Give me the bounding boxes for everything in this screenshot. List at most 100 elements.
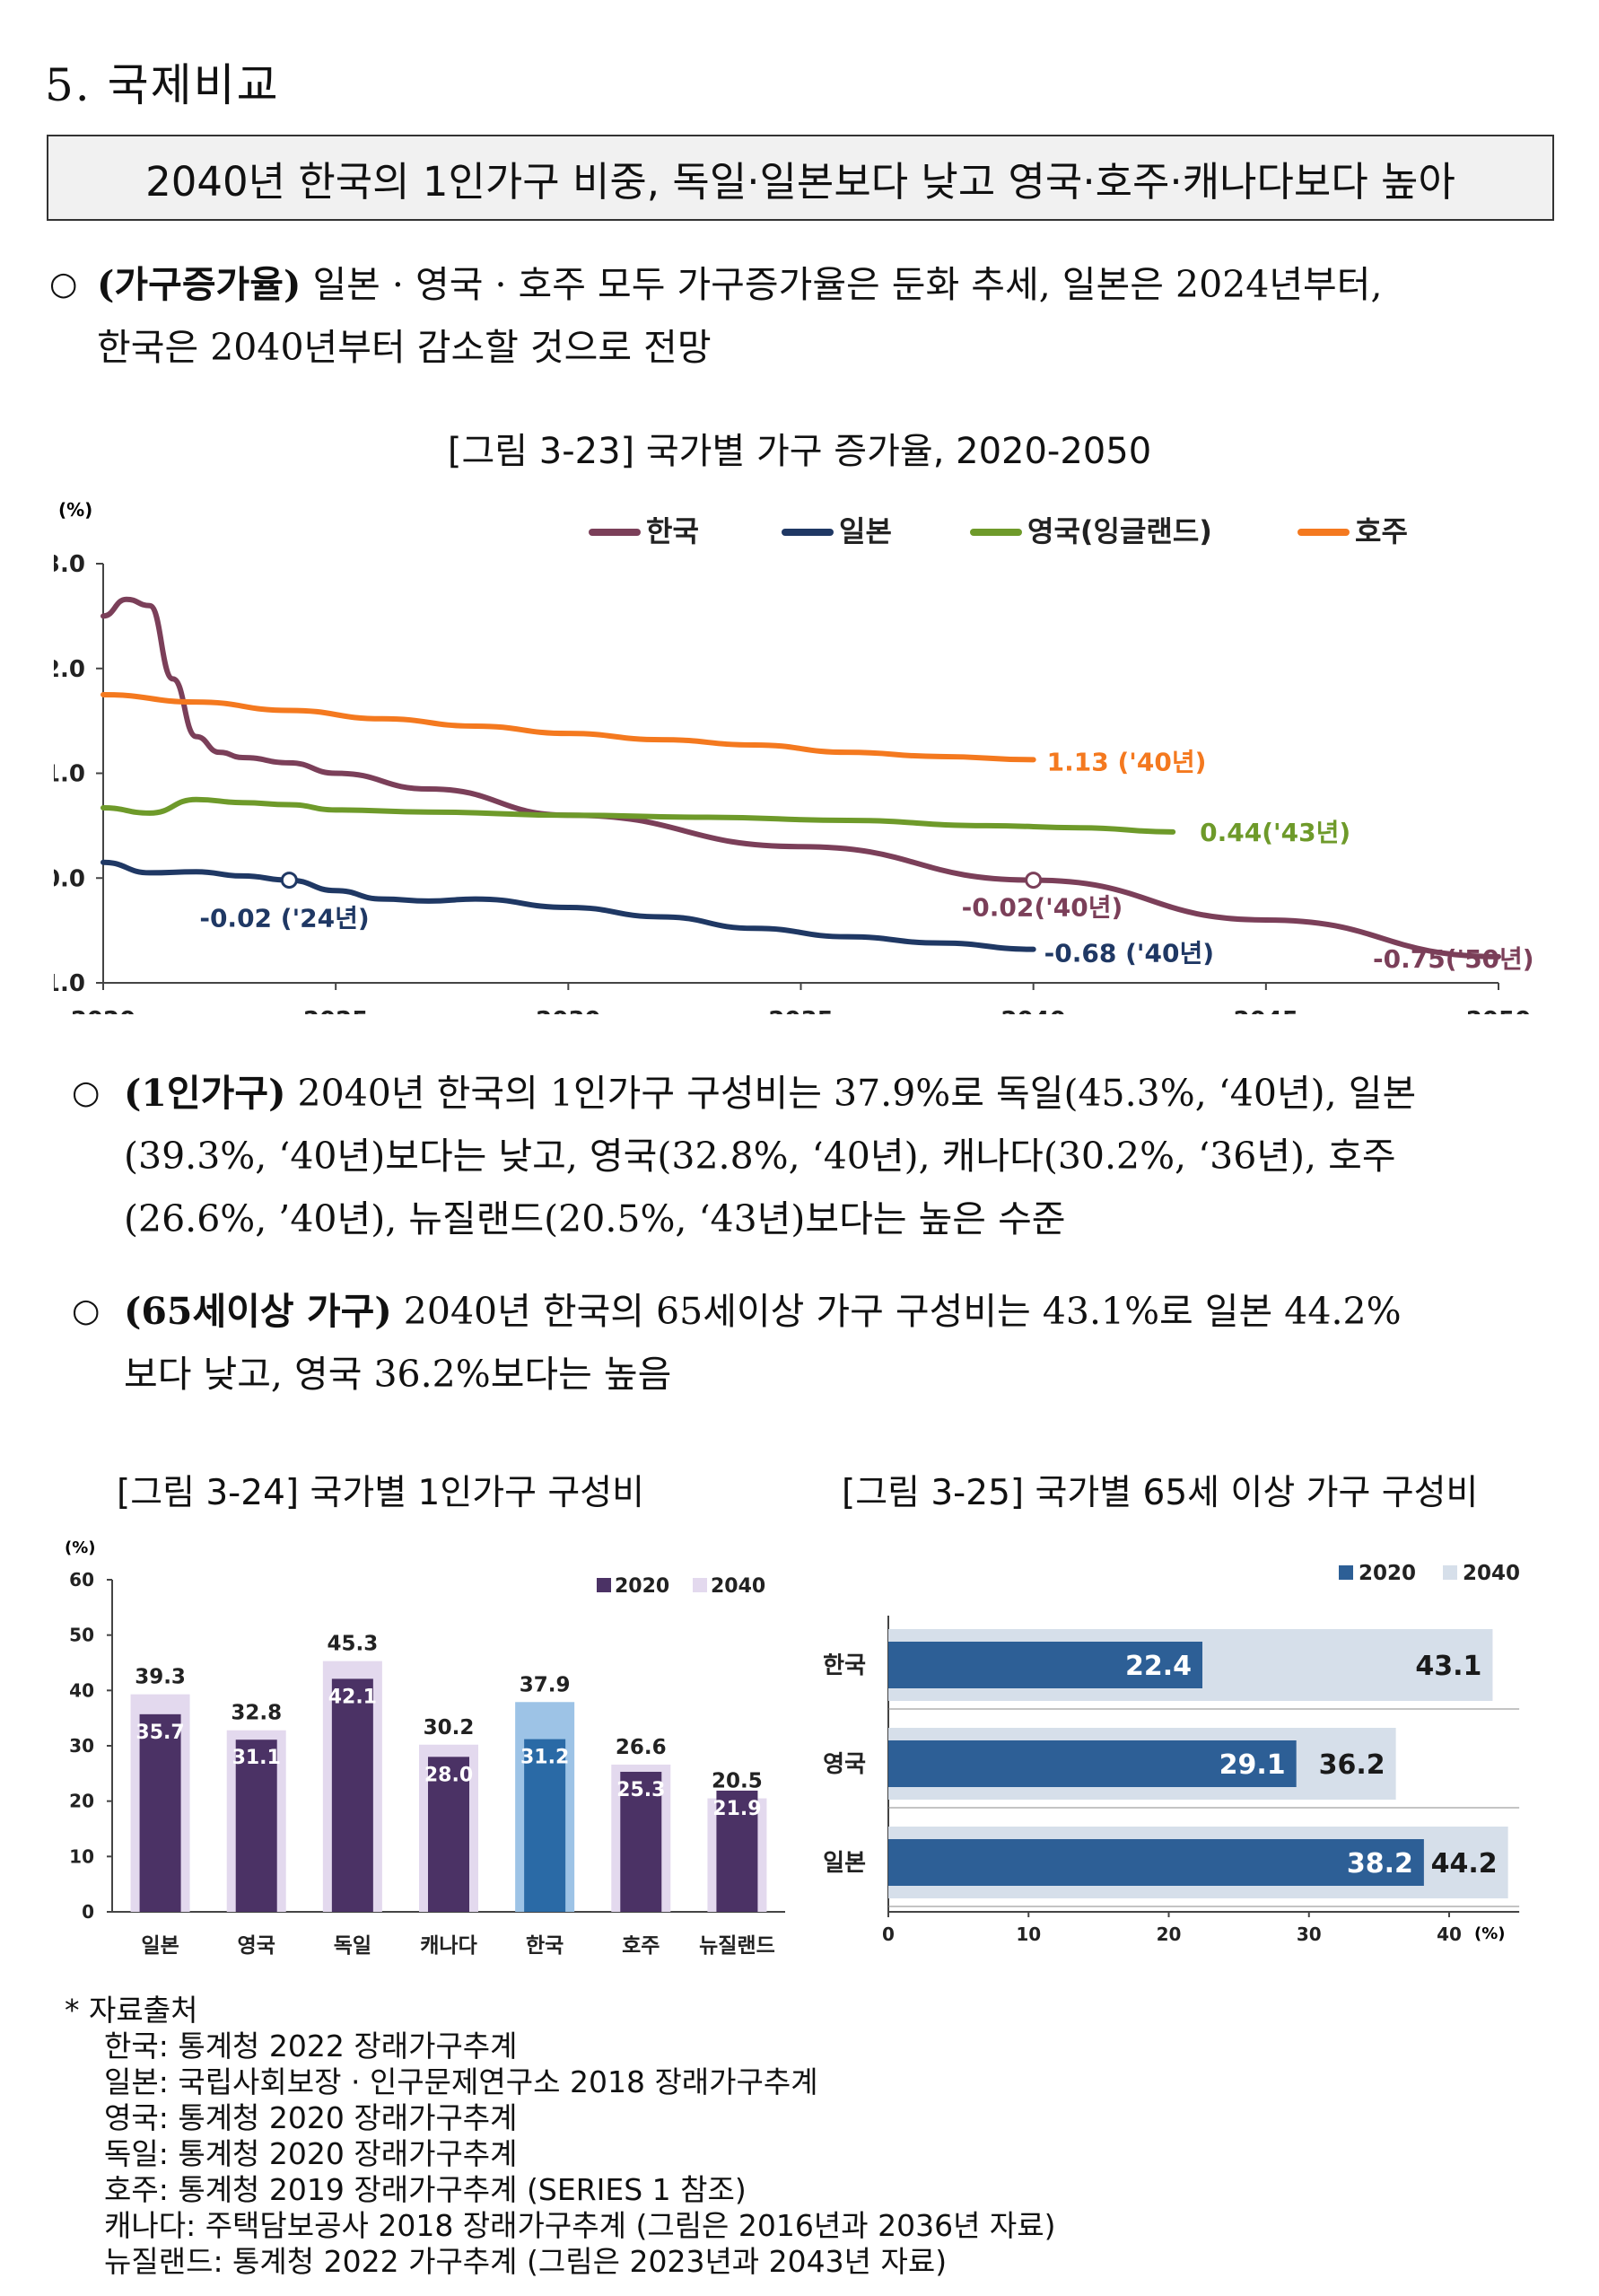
y-tick-label: 0.0 (54, 865, 85, 892)
category-label: 일본 (823, 1850, 866, 1877)
paragraph-text: 2040년 한국의 1인가구 구성비는 37.9%로 독일(45.3%, ‘40… (285, 1072, 1417, 1115)
value-label-2040: 37.9 (520, 1673, 571, 1696)
x-tick-label: 20 (1157, 1924, 1182, 1945)
paragraph-lead: (가구증가율) (97, 263, 301, 306)
annotation-label: -0.02 ('24년) (199, 904, 369, 933)
chart-bars: 39.3 35.7 일본 32.8 31.1 영국 45.3 42.1 독일 30.2 28.0 캐나… (130, 1633, 775, 1958)
x-tick-label: 2020 (71, 1007, 135, 1014)
legend-label: 호주 (1355, 514, 1408, 548)
x-tick-label: 2040 (1000, 1007, 1065, 1014)
x-tick-label: 10 (1016, 1924, 1041, 1945)
y-tick-label: -1.0 (54, 970, 85, 997)
legend-swatch (1339, 1565, 1353, 1580)
legend-swatch (597, 1578, 611, 1592)
bar-2020 (716, 1790, 758, 1912)
annotation-label: 0.44('43년) (1200, 818, 1350, 847)
bar-2020 (888, 1740, 1297, 1787)
category-label: 뉴질랜드 (699, 1934, 775, 1958)
bar-2020 (888, 1642, 1202, 1688)
value-label-2040: 32.8 (231, 1702, 282, 1725)
category-label: 캐나다 (420, 1934, 476, 1958)
value-label-2040: 36.2 (1319, 1749, 1385, 1781)
source-notes: * 자료출처 한국: 통계청 2022 장래가구추계 일본: 국립사회보장 · … (65, 1993, 1056, 2280)
y-tick-label: 20 (69, 1791, 94, 1812)
chart-legend: 2020 2040 (597, 1575, 765, 1598)
paragraph-text: 일본 · 영국 · 호주 모두 가구증가율은 둔화 추세, 일본은 2024년부… (301, 263, 1383, 306)
x-tick-label: 0 (882, 1924, 895, 1945)
value-label-2020: 42.1 (328, 1686, 377, 1708)
household-growth-line-chart: 한국 일본 영국(잉글랜드) 호주 (%) -1.0 0.0 1.0 2.0 3.0 2020 2… (54, 499, 1534, 1014)
series-line (100, 691, 1036, 763)
value-label-2040: 44.2 (1431, 1848, 1498, 1880)
value-label-2020: 31.2 (520, 1747, 569, 1769)
bullet-icon: ○ (72, 1074, 100, 1111)
point-marker (280, 872, 298, 889)
paragraph-text: (26.6%, ’40년), 뉴질랜드(20.5%, ‘43년)보다는 높은 수… (124, 1197, 1066, 1240)
figure-caption: [그림 3-25] 국가별 65세 이상 가구 구성비 (842, 1473, 1479, 1513)
annotation-label: -0.02('40년) (962, 893, 1123, 923)
unit-label: (%) (58, 499, 92, 521)
bar-2020 (331, 1678, 373, 1912)
paragraph-lead: (1인가구) (124, 1072, 286, 1115)
x-tick-label: 2045 (1234, 1007, 1298, 1014)
x-tick-label: 30 (1297, 1924, 1322, 1945)
y-tick-label: 3.0 (54, 551, 85, 578)
value-label-2040: 39.3 (135, 1666, 186, 1689)
headline-text: 2040년 한국의 1인가구 비중, 독일·일본보다 낮고 영국·호주·캐나다보… (145, 157, 1455, 206)
paragraph-text: (39.3%, ‘40년)보다는 낮고, 영국(32.8%, ‘40년), 캐나… (124, 1135, 1396, 1178)
bar-2020 (428, 1757, 469, 1912)
category-label: 한국 (526, 1934, 564, 1958)
value-label-2040: 20.5 (712, 1770, 763, 1793)
paragraph-household-growth: (가구증가율) 일본 · 영국 · 호주 모두 가구증가율은 둔화 추세, 일본… (97, 253, 1568, 379)
section-title: 5. 국제비교 (45, 59, 280, 111)
source-line: 영국: 통계청 2020 장래가구추계 (104, 2100, 518, 2135)
y-tick-label: 1.0 (54, 761, 85, 788)
chart-lines (100, 596, 1501, 960)
category-label: 영국 (823, 1751, 866, 1778)
source-line: 뉴질랜드: 통계청 2022 가구추계 (그림은 2023년과 2043년 자료… (104, 2244, 948, 2279)
legend-swatch (693, 1578, 707, 1592)
y-tick-label: 30 (69, 1735, 94, 1757)
y-tick-label: 0 (82, 1901, 94, 1923)
legend-label: 일본 (839, 514, 892, 548)
chart-bars: 22.4 43.1 한국 29.1 36.2 영국 38.2 44.2 일본 (823, 1629, 1520, 1907)
series-line (100, 796, 1176, 835)
annotation-label: -0.75('50년) (1373, 944, 1534, 974)
paragraph-elderly-household: (65세이상 가구) 2040년 한국의 65세이상 가구 구성비는 43.1%… (124, 1280, 1560, 1406)
x-tick-label: 2025 (303, 1007, 368, 1014)
bullet-icon: ○ (72, 1293, 100, 1329)
legend-swatch (1443, 1565, 1457, 1580)
point-marker (1025, 872, 1043, 889)
legend-label: 2020 (615, 1575, 669, 1598)
paragraph-single-household: (1인가구) 2040년 한국의 1인가구 구성비는 37.9%로 독일(45.… (124, 1062, 1560, 1250)
bar-2020 (888, 1839, 1424, 1886)
category-label: 영국 (238, 1934, 275, 1958)
chart-annotations: 1.13 ('40년) 0.44('43년) -0.02 ('24년) -0.02('… (199, 747, 1533, 973)
source-line: 독일: 통계청 2020 장래가구추계 (104, 2136, 518, 2171)
headline-box: 2040년 한국의 1인가구 비중, 독일·일본보다 낮고 영국·호주·캐나다보… (47, 135, 1554, 221)
category-label: 독일 (334, 1934, 371, 1958)
series-line (100, 859, 1036, 952)
bar-2020 (139, 1713, 181, 1912)
category-label: 호주 (622, 1934, 660, 1958)
source-line: 캐나다: 주택담보공사 2018 장래가구추계 (그림은 2016년과 2036… (104, 2208, 1056, 2243)
bar-2020 (524, 1739, 566, 1912)
category-label: 한국 (823, 1652, 866, 1679)
x-tick-label: 40 (1437, 1924, 1462, 1945)
elderly-household-bar-chart: 2020 2040 0 10 20 30 40 22.4 43.1 한국 29.1 36.2 영국 3… (823, 1562, 1520, 1945)
legend-label: 2040 (1463, 1562, 1520, 1585)
y-tick-label: 50 (69, 1625, 94, 1646)
legend-label: 2020 (1359, 1562, 1416, 1585)
y-tick-label: 40 (69, 1679, 94, 1701)
source-line: 일본: 국립사회보장 · 인구문제연구소 2018 장래가구추계 (104, 2064, 818, 2099)
value-label-2020: 21.9 (712, 1798, 761, 1820)
legend-label: 2040 (711, 1575, 765, 1598)
paragraph-text: 보다 낮고, 영국 36.2%보다는 높음 (124, 1353, 672, 1396)
category-label: 일본 (141, 1934, 179, 1958)
value-label-2020: 25.3 (616, 1779, 665, 1801)
source-line: 한국: 통계청 2022 장래가구추계 (104, 2029, 518, 2064)
chart-legend: 한국 일본 영국(잉글랜드) 호주 (589, 514, 1408, 548)
value-label-2020: 29.1 (1219, 1749, 1286, 1781)
figure-caption: [그림 3-24] 국가별 1인가구 구성비 (117, 1473, 645, 1513)
